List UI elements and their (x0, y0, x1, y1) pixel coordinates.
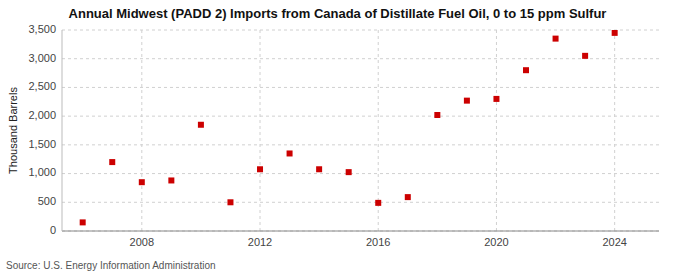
point (612, 30, 618, 36)
point (346, 169, 352, 175)
point (434, 112, 440, 118)
x-tick-label: 2024 (602, 236, 626, 248)
point (198, 122, 204, 128)
y-tick-label: 2,500 (28, 80, 56, 92)
points (80, 30, 618, 225)
x-tick-label: 2016 (366, 236, 390, 248)
x-grid-line (141, 30, 142, 231)
point (257, 166, 263, 172)
source-note: Source: U.S. Energy Information Administ… (6, 260, 216, 271)
point (405, 194, 411, 200)
point (493, 96, 499, 102)
y-tick-label: 3,000 (28, 52, 56, 64)
x-grid-line (496, 30, 497, 231)
y-tick-label: 0 (50, 224, 56, 236)
point (375, 200, 381, 206)
y-axis-line (62, 30, 63, 231)
point (109, 159, 115, 165)
y-grid-line (62, 202, 659, 203)
y-grid-line (62, 231, 659, 232)
x-tick-label: 2012 (248, 236, 272, 248)
y-tick-label: 3,500 (28, 23, 56, 35)
point (582, 53, 588, 59)
point (523, 67, 529, 73)
y-axis-label: Thousand Barrels (7, 87, 19, 174)
point (227, 199, 233, 205)
y-tick-label: 500 (38, 195, 56, 207)
y-grid-line (62, 116, 659, 117)
y-tick-label: 2,000 (28, 109, 56, 121)
point (316, 166, 322, 172)
point (287, 150, 293, 156)
x-grid-line (614, 30, 615, 231)
y-tick-label: 1,000 (28, 166, 56, 178)
axes: 0 500 1,000 1,500 2,000 2,500 3,000 3,500 2008 20… (28, 23, 659, 248)
title: Annual Midwest (PADD 2) Imports from Can… (69, 6, 607, 21)
x-tick-label: 2008 (130, 236, 154, 248)
y-grid-line (62, 30, 659, 31)
x-grid-line (260, 30, 261, 231)
point (139, 179, 145, 185)
y-grid-line (62, 58, 659, 59)
chart-container: 0 500 1,000 1,500 2,000 2,500 3,000 3,500 2008 20… (0, 0, 675, 275)
point (168, 177, 174, 183)
y-grid-line (62, 87, 659, 88)
y-tick-label: 1,500 (28, 138, 56, 150)
chart: 0 500 1,000 1,500 2,000 2,500 3,000 3,500 2008 20… (0, 0, 675, 275)
y-grid-line (62, 144, 659, 145)
x-tick-label: 2020 (484, 236, 508, 248)
point (80, 219, 86, 225)
y-grid-line (62, 173, 659, 174)
grid (62, 30, 659, 231)
point (553, 36, 559, 42)
x-axis-line (62, 231, 659, 232)
point (464, 98, 470, 104)
